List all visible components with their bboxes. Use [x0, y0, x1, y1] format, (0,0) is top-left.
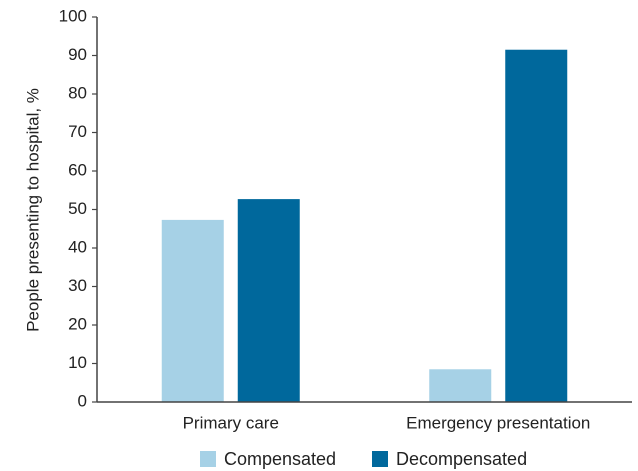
y-axis-ticks: 0 10 20 30 40 50 60 70 80 90 100	[59, 6, 97, 410]
legend-swatch-decompensated	[372, 451, 388, 467]
y-tick-label: 30	[68, 276, 87, 295]
legend: Compensated Decompensated	[200, 449, 527, 469]
legend-label-compensated: Compensated	[224, 449, 336, 469]
bar-decompensated-primary-care	[237, 199, 300, 402]
y-tick-label: 10	[68, 353, 87, 372]
x-axis-categories: Primary care Emergency presentation	[183, 413, 591, 432]
legend-swatch-compensated	[200, 451, 216, 467]
bar-decompensated-emergency-presentation	[505, 49, 568, 402]
y-tick-label: 20	[68, 314, 87, 333]
y-tick-label: 90	[68, 45, 87, 64]
bar-compensated-emergency-presentation	[429, 369, 492, 402]
legend-label-decompensated: Decompensated	[396, 449, 527, 469]
y-tick-label: 60	[68, 160, 87, 179]
plot-area	[161, 49, 568, 402]
y-tick-label: 0	[78, 391, 87, 410]
y-tick-label: 40	[68, 237, 87, 256]
y-tick-label: 100	[59, 6, 87, 25]
x-category-label: Emergency presentation	[406, 413, 590, 432]
y-tick-label: 70	[68, 122, 87, 141]
y-axis-title: People presenting to hospital, %	[23, 88, 42, 332]
x-category-label: Primary care	[183, 413, 279, 432]
y-tick-label: 50	[68, 199, 87, 218]
bar-compensated-primary-care	[161, 219, 224, 402]
y-tick-label: 80	[68, 83, 87, 102]
